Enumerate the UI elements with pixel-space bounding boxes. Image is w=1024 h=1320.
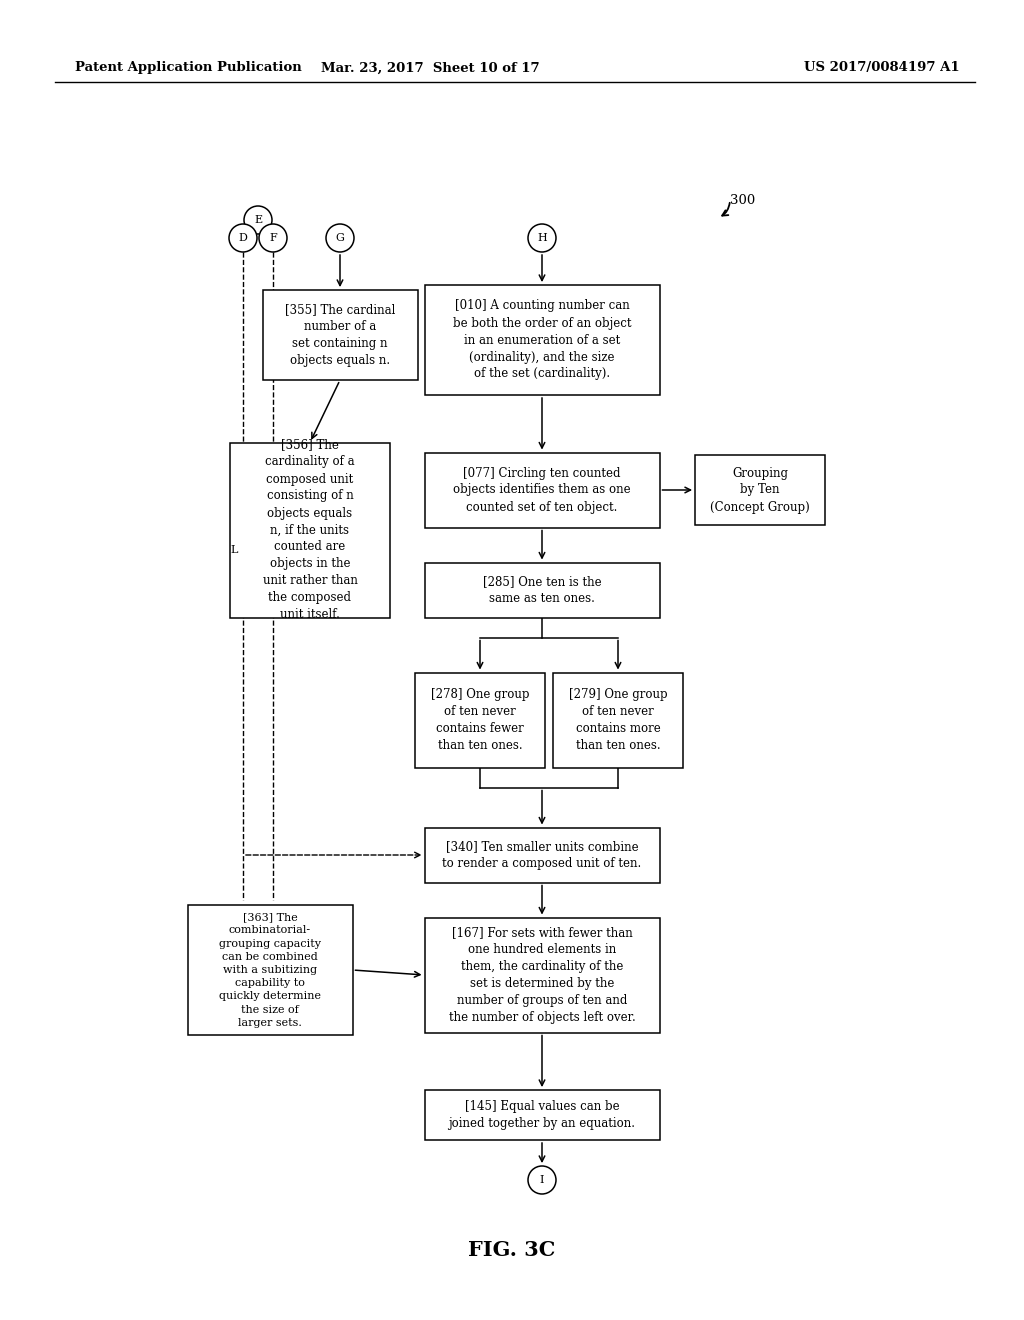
Text: Mar. 23, 2017  Sheet 10 of 17: Mar. 23, 2017 Sheet 10 of 17: [321, 62, 540, 74]
Text: Grouping
by Ten
(Concept Group): Grouping by Ten (Concept Group): [710, 466, 810, 513]
Circle shape: [528, 1166, 556, 1195]
Bar: [425, 917, 659, 1032]
Text: 300: 300: [730, 194, 756, 206]
Bar: [695, 455, 825, 525]
Text: [363] The
combinatorial-
grouping capacity
can be combined
with a subitizing
cap: [363] The combinatorial- grouping capaci…: [219, 912, 321, 1028]
Bar: [415, 672, 545, 767]
Bar: [425, 562, 659, 618]
Circle shape: [229, 224, 257, 252]
Text: [279] One group
of ten never
contains more
than ten ones.: [279] One group of ten never contains mo…: [568, 688, 668, 752]
Text: [340] Ten smaller units combine
to render a composed unit of ten.: [340] Ten smaller units combine to rende…: [442, 840, 642, 870]
Bar: [425, 828, 659, 883]
Text: [356] The
cardinality of a
composed unit
consisting of n
objects equals
n, if th: [356] The cardinality of a composed unit…: [262, 438, 357, 622]
Bar: [425, 453, 659, 528]
Text: F: F: [269, 234, 276, 243]
Bar: [553, 672, 683, 767]
Text: FIG. 3C: FIG. 3C: [468, 1239, 556, 1261]
Text: [355] The cardinal
number of a
set containing n
objects equals n.: [355] The cardinal number of a set conta…: [285, 304, 395, 367]
Text: [278] One group
of ten never
contains fewer
than ten ones.: [278] One group of ten never contains fe…: [431, 688, 529, 752]
Text: H: H: [538, 234, 547, 243]
Circle shape: [528, 224, 556, 252]
Bar: [425, 285, 659, 395]
Text: E: E: [254, 215, 262, 224]
Text: US 2017/0084197 A1: US 2017/0084197 A1: [805, 62, 961, 74]
Text: [077] Circling ten counted
objects identifies them as one
counted set of ten obj: [077] Circling ten counted objects ident…: [454, 466, 631, 513]
Text: I: I: [540, 1175, 544, 1185]
Text: L: L: [230, 545, 238, 554]
Text: [167] For sets with fewer than
one hundred elements in
them, the cardinality of : [167] For sets with fewer than one hundr…: [449, 927, 635, 1024]
Text: [285] One ten is the
same as ten ones.: [285] One ten is the same as ten ones.: [482, 576, 601, 605]
Bar: [187, 906, 352, 1035]
Text: Patent Application Publication: Patent Application Publication: [75, 62, 302, 74]
Bar: [230, 442, 390, 618]
Text: G: G: [336, 234, 344, 243]
Circle shape: [326, 224, 354, 252]
Text: D: D: [239, 234, 248, 243]
Bar: [425, 1090, 659, 1140]
Text: [145] Equal values can be
joined together by an equation.: [145] Equal values can be joined togethe…: [449, 1100, 636, 1130]
Bar: [262, 290, 418, 380]
Text: [010] A counting number can
be both the order of an object
in an enumeration of : [010] A counting number can be both the …: [453, 300, 631, 380]
Circle shape: [244, 206, 272, 234]
Circle shape: [259, 224, 287, 252]
